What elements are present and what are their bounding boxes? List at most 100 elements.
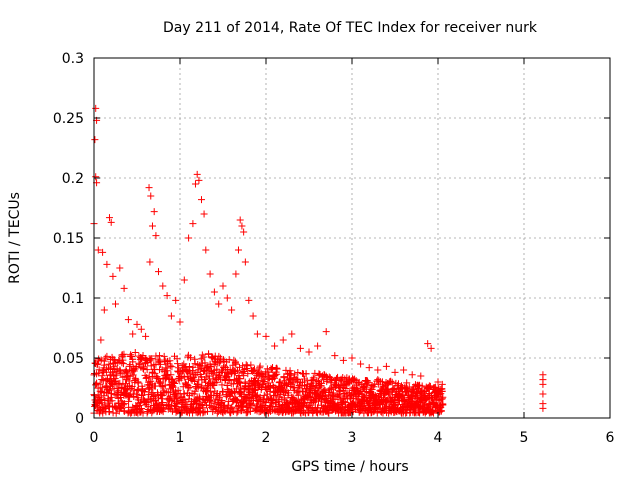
data-point-marker: [225, 356, 233, 364]
data-point: [249, 397, 257, 405]
data-point: [146, 356, 154, 364]
data-point: [230, 356, 238, 364]
data-point-marker: [105, 214, 113, 222]
grid-lines: [94, 58, 610, 418]
data-point-marker: [101, 354, 109, 362]
data-point-marker: [285, 389, 293, 397]
data-point: [210, 288, 218, 296]
data-point-marker: [206, 396, 214, 404]
data-point: [173, 355, 181, 363]
data-point: [238, 222, 246, 230]
data-point-marker: [211, 399, 219, 407]
data-point-marker: [260, 391, 268, 399]
data-point-marker: [177, 374, 185, 382]
data-point: [195, 176, 203, 184]
data-point: [327, 376, 335, 384]
data-point: [103, 260, 111, 268]
data-point-marker: [408, 371, 416, 379]
data-point: [262, 332, 270, 340]
data-point: [223, 382, 231, 390]
data-point-marker: [119, 356, 127, 364]
data-point-marker: [112, 300, 119, 308]
data-point-marker: [193, 384, 201, 392]
data-point-marker: [260, 375, 268, 383]
data-point: [249, 312, 257, 320]
data-point-marker: [170, 378, 178, 386]
data-point: [211, 399, 219, 407]
data-point-marker: [215, 359, 223, 367]
data-point: [276, 391, 284, 399]
data-point-marker: [202, 401, 210, 409]
data-point-marker: [280, 388, 288, 396]
data-point-marker: [193, 170, 201, 178]
data-point: [228, 406, 236, 414]
data-point-marker: [120, 407, 128, 415]
data-point-marker: [331, 352, 339, 360]
data-point-marker: [328, 406, 336, 414]
data-point: [329, 389, 337, 397]
data-point-marker: [195, 393, 203, 401]
data-point-marker: [166, 357, 174, 365]
data-point: [342, 385, 350, 393]
y-tick-label: 0: [75, 411, 84, 427]
data-point: [237, 389, 245, 397]
data-point-marker: [202, 387, 210, 395]
data-point: [256, 393, 264, 401]
data-point-marker: [247, 361, 255, 369]
data-point-marker: [220, 362, 228, 370]
data-point: [100, 357, 108, 365]
data-point: [357, 360, 365, 368]
data-point-marker: [155, 378, 163, 386]
data-point: [247, 361, 255, 369]
data-point: [158, 400, 166, 408]
data-point-marker: [160, 352, 168, 360]
data-point: [240, 372, 248, 380]
data-point-marker: [336, 391, 344, 399]
data-point-marker: [98, 384, 106, 392]
x-axis-label: GPS time / hours: [291, 459, 408, 475]
data-point-marker: [189, 363, 197, 371]
data-point-marker: [245, 296, 253, 304]
data-point-marker: [318, 379, 326, 387]
y-tick-label: 0.2: [62, 171, 84, 187]
data-point: [145, 184, 153, 192]
data-point: [236, 363, 244, 371]
data-point: [137, 405, 145, 413]
data-point-marker: [156, 352, 164, 360]
data-point-marker: [276, 391, 284, 399]
data-point: [340, 398, 348, 406]
data-point-marker: [279, 402, 287, 410]
data-point-marker: [116, 366, 124, 374]
data-point: [273, 370, 281, 378]
data-point-marker: [103, 260, 111, 268]
data-point: [310, 399, 318, 407]
data-point: [134, 385, 142, 393]
data-point: [243, 362, 251, 370]
data-point-marker: [167, 371, 175, 379]
data-point-marker: [228, 306, 236, 314]
data-point: [279, 402, 287, 410]
data-point: [120, 407, 128, 415]
data-point-marker: [348, 354, 356, 362]
data-point-marker: [202, 373, 210, 381]
data-point: [91, 136, 99, 144]
data-point-marker: [146, 356, 154, 364]
data-point-marker: [95, 366, 103, 374]
data-point-marker: [256, 362, 264, 370]
data-point: [117, 370, 125, 378]
data-point: [183, 402, 191, 410]
data-point-marker: [218, 367, 226, 375]
data-point-marker: [155, 268, 162, 276]
data-point: [309, 374, 317, 382]
data-point: [135, 359, 143, 367]
data-point: [119, 356, 127, 364]
data-point: [97, 356, 105, 364]
data-point: [137, 325, 145, 333]
data-point-marker: [271, 342, 279, 350]
data-point: [125, 377, 133, 385]
data-point: [315, 370, 323, 378]
data-point-marker: [243, 409, 251, 417]
data-point: [249, 366, 257, 374]
data-point-marker: [125, 377, 133, 385]
